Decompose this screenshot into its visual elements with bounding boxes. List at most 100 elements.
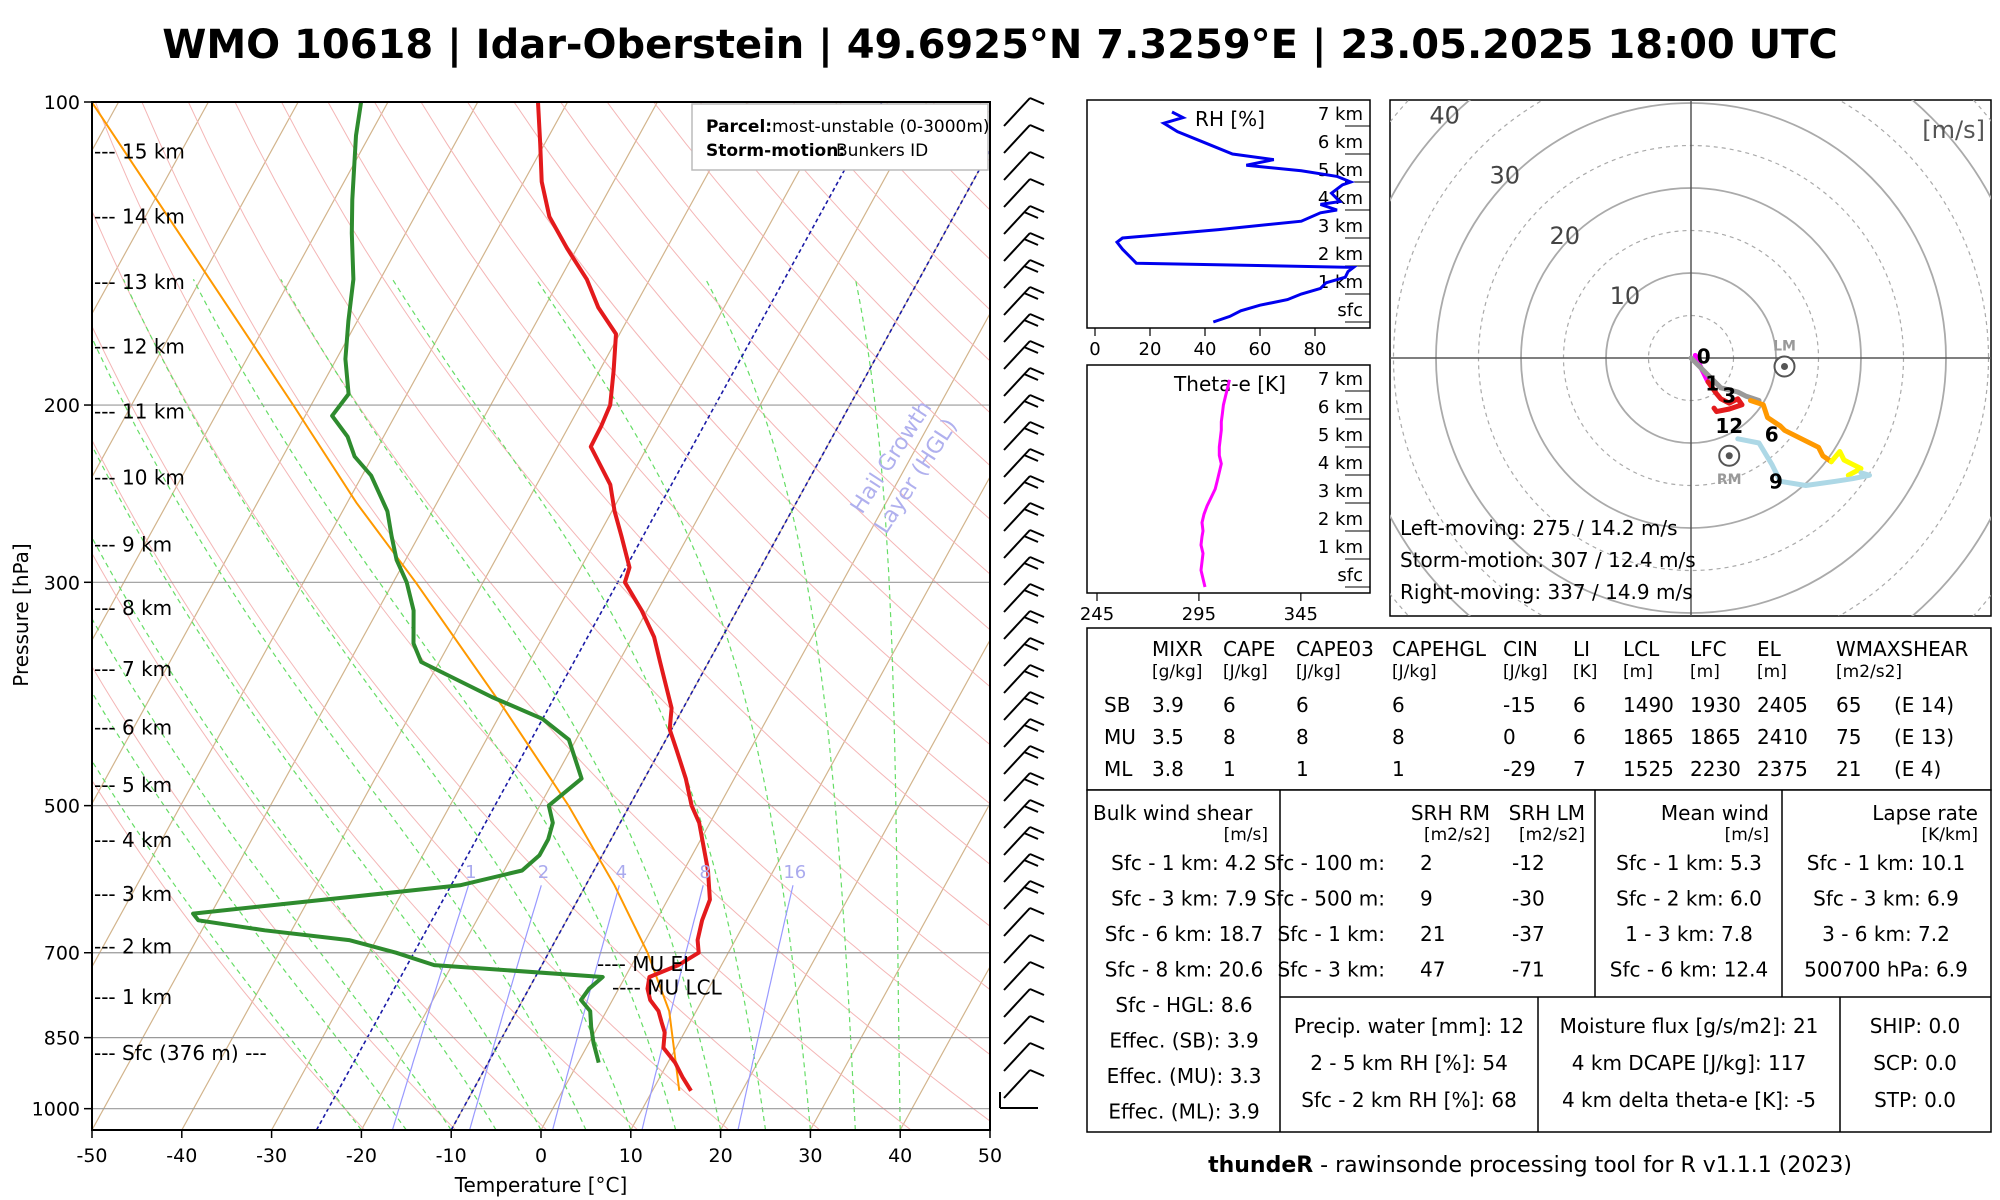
wind-barb: [1003, 880, 1045, 910]
x-tick-label: 50: [978, 1145, 1002, 1167]
bulk-shear-row: Sfc - HGL: 8.6: [1115, 993, 1252, 1017]
wind-barb: [1003, 583, 1045, 613]
wind-barb: [1003, 556, 1045, 586]
legend-storm-label: Storm-motion:: [706, 141, 845, 161]
dry-adiabat: [92, 665, 457, 1130]
wind-barb: [1003, 853, 1045, 883]
wind-barb: [1003, 124, 1045, 154]
indices-cell: 7: [1573, 757, 1586, 781]
skewt-chart: 1 2 4 8 16 -50 -40 -30 -20 -10 0 10 20 30 40 50 100 200 30…: [9, 92, 1002, 1197]
wind-barb: [1003, 1015, 1045, 1045]
srh-rm-title: SRH RM: [1411, 801, 1490, 825]
mean-wind-row: Sfc - 6 km: 12.4: [1610, 958, 1768, 982]
indices-cell: (E 4): [1894, 757, 1941, 781]
dry-adiabat: [141, 102, 990, 1122]
x-tick-label: 30: [798, 1145, 822, 1167]
indices-cell: (E 14): [1894, 693, 1954, 717]
wind-barb: [1003, 286, 1045, 316]
hodo-height-label: 0: [1697, 344, 1711, 368]
moisture-rows: Precip. water [mm]: 12 2 - 5 km RH [%]: 5…: [1294, 1014, 1960, 1112]
indices-unit: [J/kg]: [1392, 662, 1437, 682]
bulk-shear-title: Bulk wind shear: [1093, 801, 1253, 825]
bulk-shear-rows: Sfc - 1 km: 4.2 Sfc - 3 km: 7.9 Sfc - 6 km…: [1105, 851, 1263, 1124]
mean-wind-row: 1 - 3 km: 7.8: [1625, 922, 1753, 946]
bulk-shear-row: Sfc - 8 km: 20.6: [1105, 958, 1263, 982]
hodo-segment: [1705, 379, 1745, 415]
rh-height-label: 1 km: [1318, 272, 1363, 293]
mean-wind-row: Sfc - 1 km: 5.3: [1616, 851, 1762, 875]
bulk-shear-row: Sfc - 1 km: 4.2: [1111, 851, 1257, 875]
isotherm: [92, 102, 209, 315]
height-label: --- 5 km: [94, 773, 172, 797]
p-tick-label: 1000: [32, 1099, 80, 1121]
composite-index-row: SHIP: 0.0: [1870, 1014, 1961, 1038]
moist-adiabat: [705, 279, 856, 1130]
indices-unit: [J/kg]: [1296, 662, 1341, 682]
dry-adiabat: [92, 552, 548, 1130]
indices-unit: [m]: [1623, 662, 1653, 682]
skewt-legend: Parcel: most-unstable (0-3000m) Storm-mo…: [691, 103, 990, 171]
height-label: --- 6 km: [94, 715, 172, 739]
wind-barbs: [999, 97, 1045, 1109]
hodo-unit: [m/s]: [1922, 116, 1985, 144]
height-label: --- 2 km: [94, 934, 172, 958]
indices-cell: 2410: [1757, 725, 1808, 749]
mean-wind-unit: [m/s]: [1725, 825, 1769, 845]
indices-unit: [m2/s2]: [1836, 662, 1902, 682]
wind-barb: [1003, 151, 1045, 181]
rh-height-label: sfc: [1337, 300, 1363, 321]
indices-unit: [K]: [1573, 662, 1597, 682]
theta-height-label: 5 km: [1318, 425, 1363, 446]
indices-header: WMAXSHEAR: [1836, 637, 1968, 661]
isotherm: [450, 149, 990, 1130]
srh-row-label: Sfc - 1 km:: [1277, 922, 1385, 946]
hodo-right-moving: Right-moving: 337 / 14.9 m/s: [1400, 580, 1693, 604]
indices-header: CIN: [1503, 637, 1538, 661]
indices-cell: 21: [1836, 757, 1861, 781]
footer-bold: thundeR: [1208, 1153, 1313, 1178]
mean-wind-row: Sfc - 2 km: 6.0: [1616, 887, 1762, 911]
indices-cell: 1865: [1690, 725, 1741, 749]
lapse-row: Sfc - 3 km: 6.9: [1813, 887, 1959, 911]
lapse-row: 500700 hPa: 6.9: [1804, 958, 1968, 982]
wind-barb: [1003, 772, 1045, 802]
wind-barb: [1003, 745, 1045, 775]
moist-adiabat: [192, 279, 677, 1130]
height-label: --- 11 km: [94, 400, 185, 424]
srh-rows: Sfc - 100 m: 2 -12 Sfc - 500 m: 9 -30 Sfc - 1 …: [1264, 851, 1545, 982]
indices-cell: 1: [1296, 757, 1309, 781]
theta-x-ticks: 245 295 345: [1080, 593, 1318, 625]
wind-barb: [1003, 205, 1045, 235]
srh-lm-value: -37: [1512, 922, 1545, 946]
wind-barb: [1003, 1069, 1045, 1099]
wind-barb: [1003, 448, 1045, 478]
srh-lm-value: -71: [1512, 958, 1545, 982]
lapse-row: 3 - 6 km: 7.2: [1822, 922, 1950, 946]
isotherm: [92, 102, 569, 968]
dry-adiabat: [420, 102, 990, 746]
indices-cell: 1: [1392, 757, 1405, 781]
indices-frame: [1086, 627, 1992, 791]
indices-unit: [m]: [1690, 662, 1720, 682]
hodo-segment: [1748, 398, 1834, 465]
composite-index-row: SCP: 0.0: [1873, 1051, 1957, 1075]
indices-unit: [m]: [1757, 662, 1787, 682]
mixing-ratio-line: [737, 885, 794, 1130]
rh-x-tick-label: 20: [1139, 339, 1162, 360]
skewt-frame: [91, 101, 991, 1131]
indices-cell: 65: [1836, 693, 1861, 717]
rh-frame: [1086, 99, 1371, 329]
wind-barb: [1003, 475, 1045, 505]
skewt-xlabel: Temperature [°C]: [454, 1173, 628, 1197]
indices-cell: 1490: [1623, 693, 1674, 717]
wind-barb: [1003, 664, 1045, 694]
rh-x-tick-label: 40: [1194, 339, 1217, 360]
theta-height-label: 7 km: [1318, 369, 1363, 390]
p-tick-label: 200: [44, 395, 80, 417]
indices-cell: 6: [1392, 693, 1405, 717]
wind-barb: [1003, 313, 1045, 343]
x-tick-label: 10: [619, 1145, 643, 1167]
bulk-shear-row: Effec. (MU): 3.3: [1107, 1064, 1262, 1088]
dry-adiabat: [327, 102, 990, 865]
wind-barb: [1003, 961, 1045, 991]
